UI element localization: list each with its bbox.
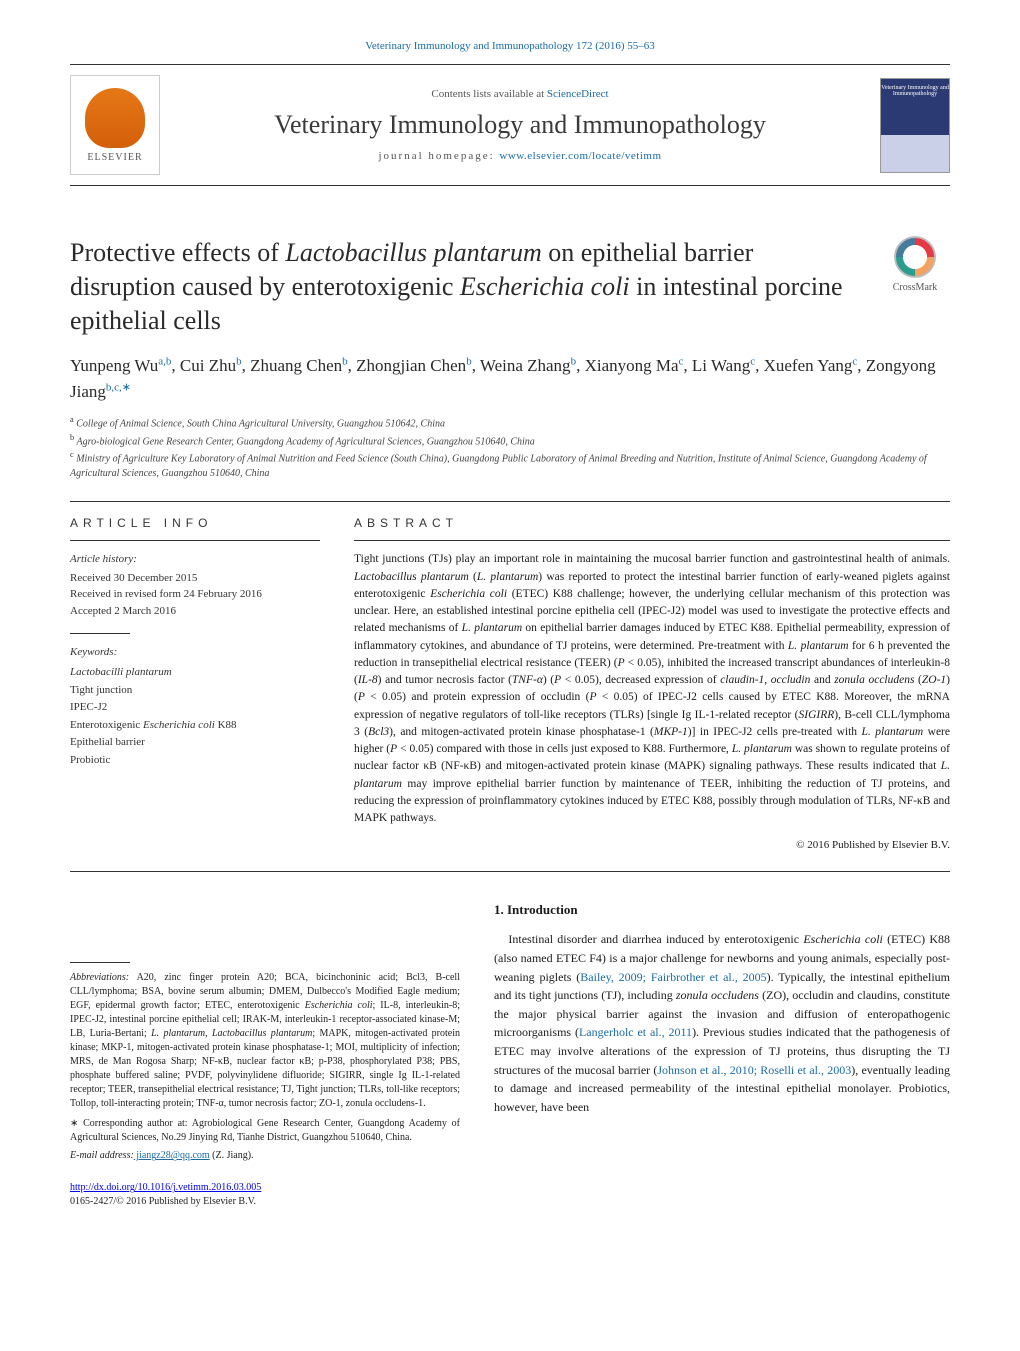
history-accepted: Accepted 2 March 2016 [70, 603, 320, 620]
article-history: Article history: Received 30 December 20… [70, 551, 320, 619]
doi-link[interactable]: http://dx.doi.org/10.1016/j.vetimm.2016.… [70, 1182, 261, 1193]
abbrev-label: Abbreviations: [70, 972, 129, 983]
journal-name: Veterinary Immunology and Immunopatholog… [176, 110, 864, 140]
email-footnote: E-mail address: jiangz28@qq.com (Z. Jian… [70, 1149, 460, 1163]
journal-header-bar: ELSEVIER Contents lists available at Sci… [70, 64, 950, 186]
keyword-item: Tight junction [70, 682, 320, 700]
footer-links: http://dx.doi.org/10.1016/j.vetimm.2016.… [70, 1181, 950, 1209]
title-pre: Protective effects of [70, 238, 285, 267]
footnote-rule [70, 962, 130, 963]
running-header-citation: Veterinary Immunology and Immunopatholog… [70, 40, 950, 52]
homepage-link[interactable]: www.elsevier.com/locate/vetimm [499, 150, 661, 162]
keywords-heading: Keywords: [70, 644, 320, 662]
elsevier-wordmark: ELSEVIER [87, 152, 142, 163]
keyword-item: IPEC-J2 [70, 699, 320, 717]
keyword-item: Lactobacilli plantarum [70, 664, 320, 682]
crossmark-icon [894, 236, 936, 278]
title-ital1: Lactobacillus plantarum [285, 238, 541, 267]
header-center: Contents lists available at ScienceDirec… [176, 88, 864, 162]
affiliations: a College of Animal Science, South China… [70, 414, 950, 481]
keyword-item: Enterotoxigenic Escherichia coli K88 [70, 717, 320, 735]
subrule [70, 633, 130, 634]
keyword-item: Probiotic [70, 752, 320, 770]
history-revised: Received in revised form 24 February 201… [70, 586, 320, 603]
corresponding-author-footnote: ∗ Corresponding author at: Agrobiologica… [70, 1117, 460, 1145]
history-received: Received 30 December 2015 [70, 570, 320, 587]
homepage-line: journal homepage: www.elsevier.com/locat… [176, 150, 864, 162]
corr-text: Corresponding author at: Agrobiological … [70, 1118, 460, 1143]
sciencedirect-link[interactable]: ScienceDirect [547, 88, 609, 100]
abbrev-text: A20, zinc finger protein A20; BCA, bicin… [70, 972, 460, 1109]
abbreviations-footnote: Abbreviations: A20, zinc finger protein … [70, 971, 460, 1111]
email-suffix: (Z. Jiang). [210, 1150, 254, 1161]
homepage-prefix: journal homepage: [378, 150, 499, 162]
copyright-line: © 2016 Published by Elsevier B.V. [354, 839, 950, 851]
crossmark-label: CrossMark [893, 282, 937, 293]
keyword-item: Epithelial barrier [70, 734, 320, 752]
contents-available-line: Contents lists available at ScienceDirec… [176, 88, 864, 100]
subrule [70, 540, 320, 541]
introduction-heading: 1. Introduction [494, 902, 950, 918]
authors-line: Yunpeng Wua,b, Cui Zhub, Zhuang Chenb, Z… [70, 353, 950, 404]
elsevier-tree-icon [85, 88, 145, 148]
affiliation-b: b Agro-biological Gene Research Center, … [70, 432, 950, 449]
elsevier-logo: ELSEVIER [70, 75, 160, 175]
affiliation-a: a College of Animal Science, South China… [70, 414, 950, 431]
email-label: E-mail address: [70, 1150, 134, 1161]
affiliation-c: c Ministry of Agriculture Key Laboratory… [70, 449, 950, 481]
email-link[interactable]: jiangz28@qq.com [134, 1150, 210, 1161]
article-title: Protective effects of Lactobacillus plan… [70, 236, 860, 337]
horizontal-rule [70, 501, 950, 502]
journal-cover-thumbnail: Veterinary Immunology and Immunopatholog… [880, 78, 950, 173]
title-ital2: Escherichia coli [460, 272, 630, 301]
history-heading: Article history: [70, 551, 320, 568]
article-info-label: article info [70, 516, 320, 530]
keywords-block: Keywords: Lactobacilli plantarum Tight j… [70, 644, 320, 769]
abstract-text: Tight junctions (TJs) play an important … [354, 551, 950, 827]
abstract-label: abstract [354, 516, 950, 530]
horizontal-rule [70, 871, 950, 872]
contents-prefix: Contents lists available at [431, 88, 546, 100]
crossmark-badge[interactable]: CrossMark [880, 236, 950, 337]
subrule [354, 540, 950, 541]
issn-line: 0165-2427/© 2016 Published by Elsevier B… [70, 1196, 256, 1207]
introduction-text: Intestinal disorder and diarrhea induced… [494, 930, 950, 1116]
